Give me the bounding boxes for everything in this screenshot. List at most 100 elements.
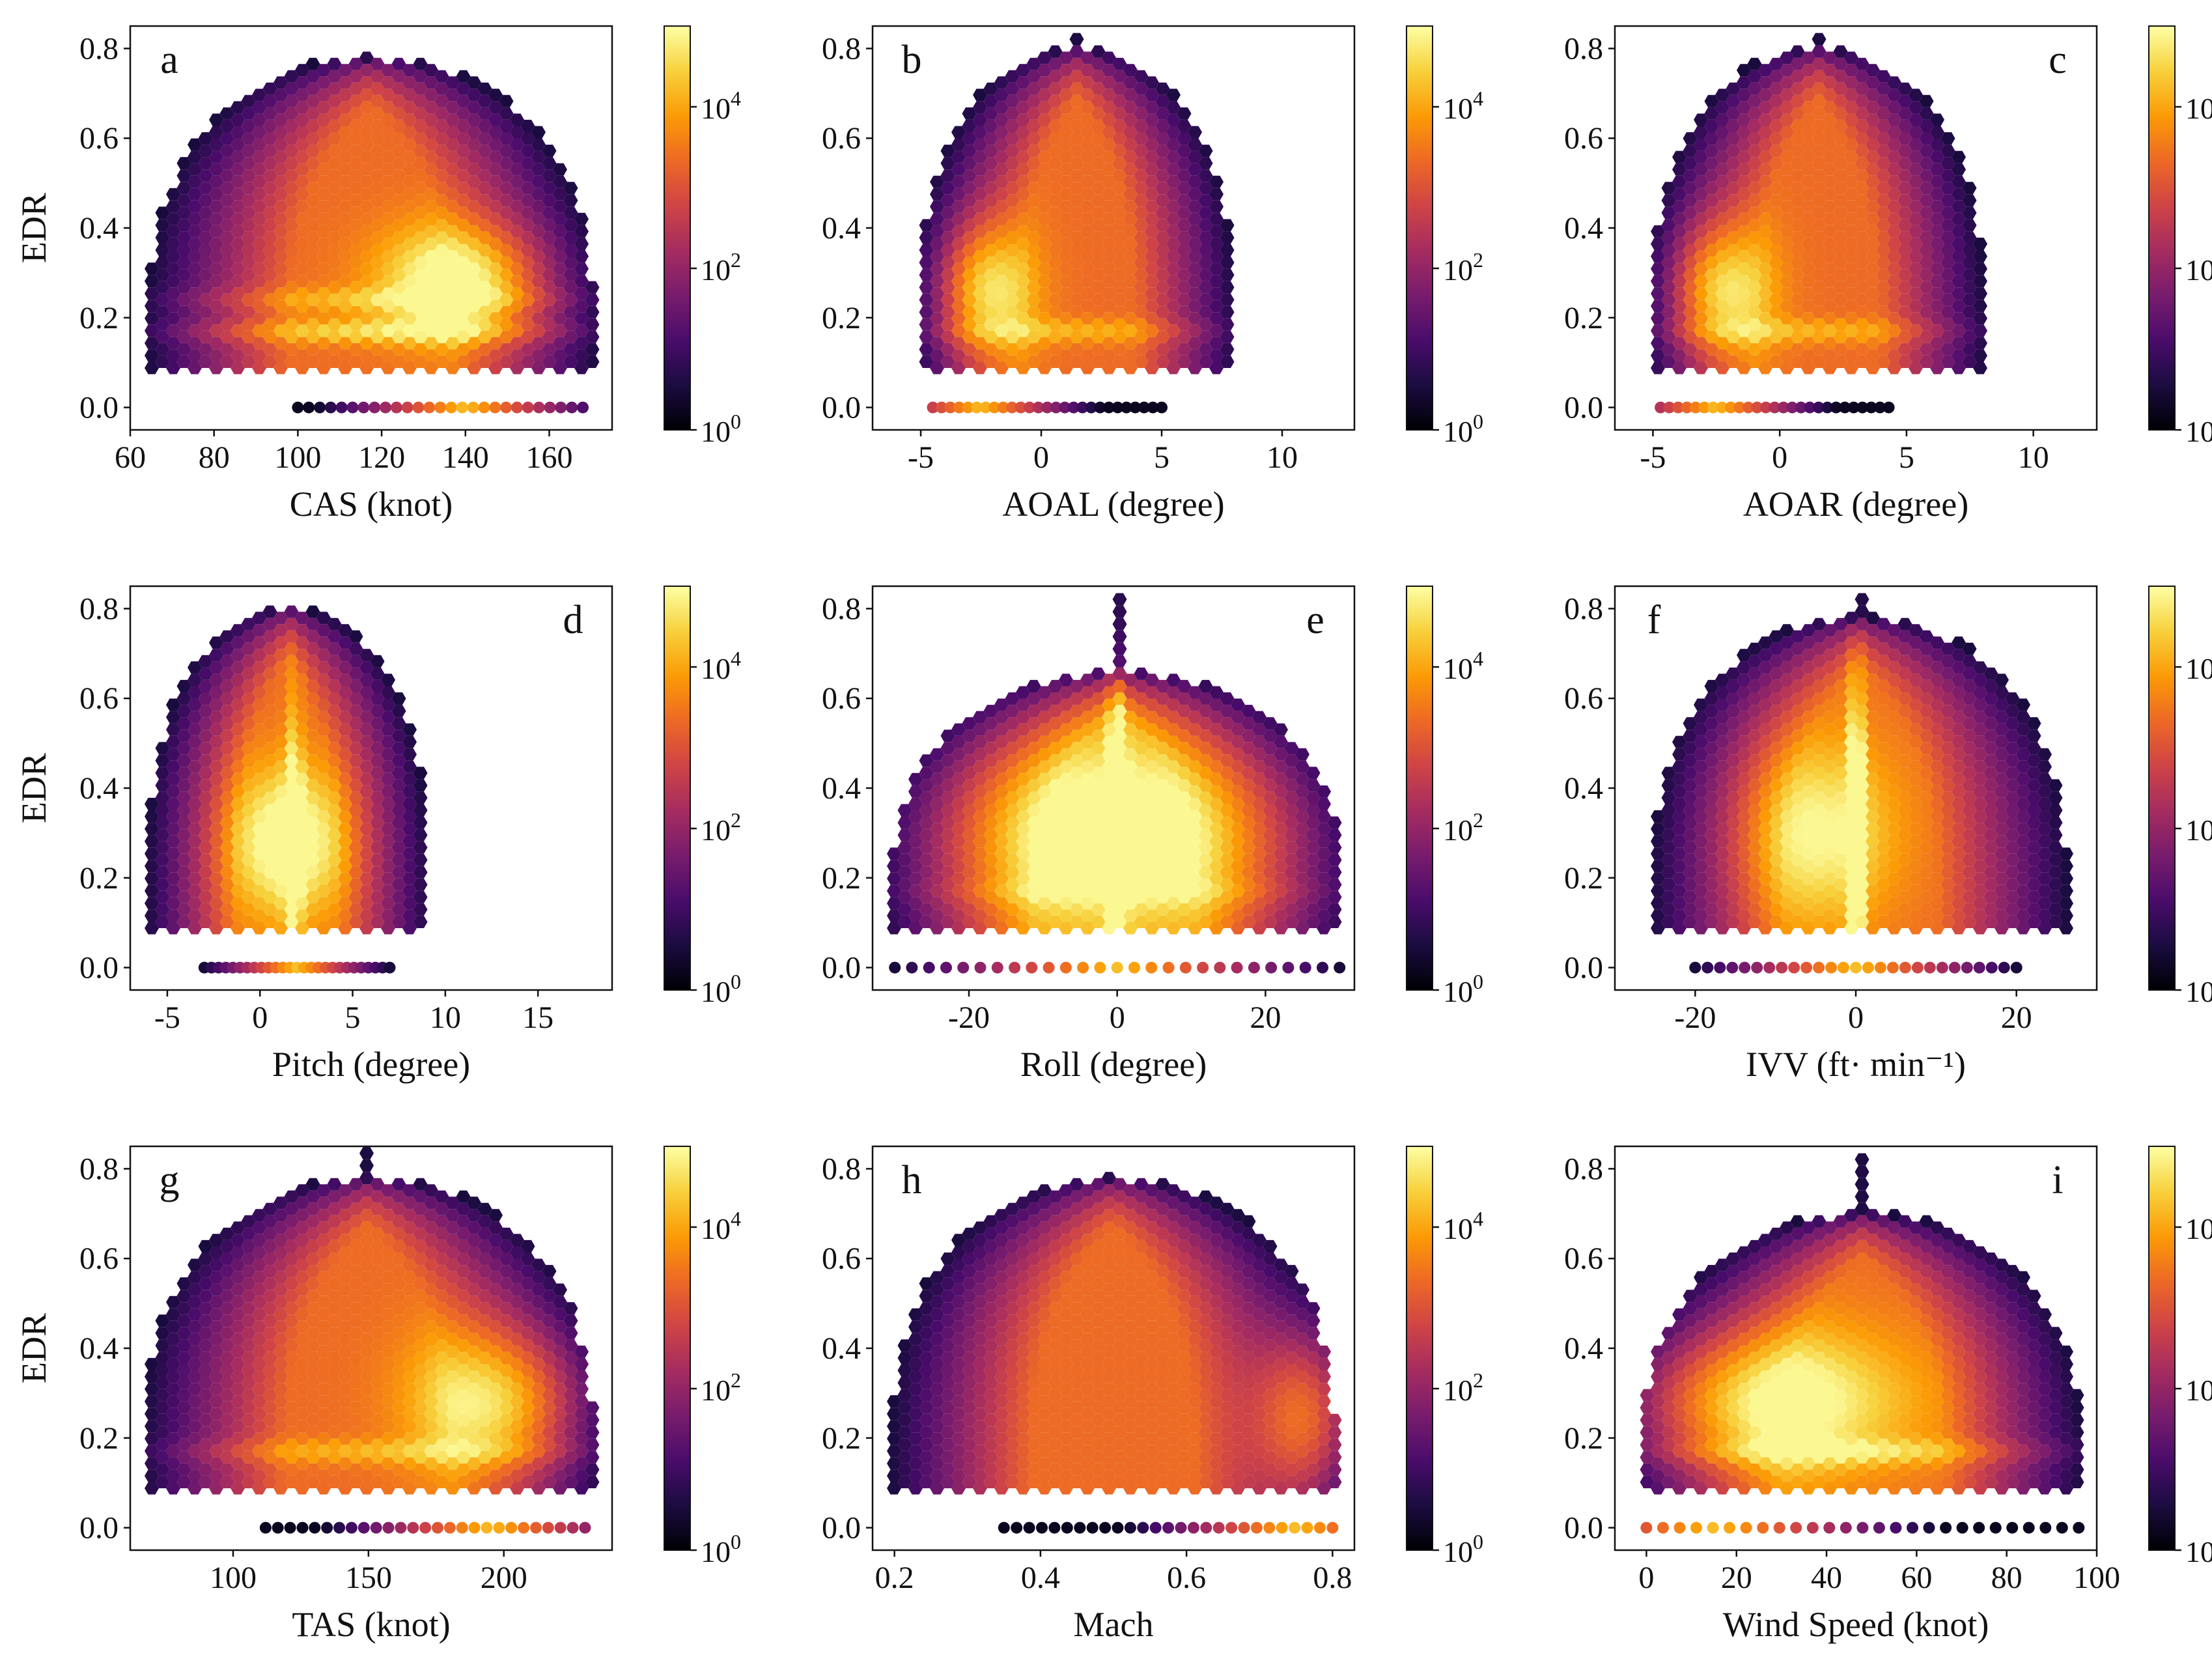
- hex-cell: [1177, 281, 1192, 294]
- hex-cell: [1284, 791, 1299, 804]
- hex-cell: [962, 330, 977, 343]
- hex-cell: [1866, 885, 1880, 898]
- hex-cell: [381, 250, 395, 263]
- hex-cell: [467, 1482, 481, 1495]
- hex-cell: [359, 101, 374, 114]
- hex-cell: [1747, 169, 1762, 182]
- hex-cell: [1983, 692, 1998, 705]
- zero-row-point: [1197, 961, 1209, 974]
- hex-cell: [1876, 742, 1891, 755]
- hex-cell: [1715, 361, 1729, 375]
- hex-cell: [262, 194, 277, 207]
- hex-cell: [1134, 119, 1149, 132]
- hex-cell: [1026, 804, 1041, 817]
- hex-cell: [424, 138, 438, 151]
- hex-cell: [940, 754, 955, 767]
- hex-cell: [1672, 300, 1687, 313]
- hex-cell: [219, 268, 234, 281]
- hex-cell: [1059, 212, 1073, 225]
- hex-cell: [241, 890, 256, 903]
- hex-cell: [1683, 779, 1698, 792]
- hex-cell: [273, 250, 288, 263]
- hex-cell: [1683, 318, 1698, 331]
- hex-cell: [1726, 206, 1741, 219]
- hex-cell: [402, 212, 417, 225]
- hex-cell: [1241, 804, 1256, 817]
- hex-cell: [295, 1432, 309, 1445]
- hex-cell: [1876, 169, 1891, 182]
- hex-cell: [424, 212, 438, 225]
- hex-cell: [1780, 200, 1794, 213]
- hex-cell: [1231, 823, 1245, 836]
- hex-cell: [1715, 275, 1729, 288]
- hex-cell: [1726, 293, 1741, 306]
- hex-cell: [1661, 767, 1676, 780]
- hex-cell: [1855, 82, 1869, 95]
- hex-cell: [1780, 673, 1794, 686]
- hex-cell: [930, 860, 944, 873]
- hex-cell: [231, 237, 245, 250]
- hex-cell: [983, 268, 998, 281]
- hex-cell: [1177, 219, 1192, 232]
- hex-cell: [1145, 810, 1159, 823]
- hex-cell: [520, 318, 535, 331]
- hex-cell: [1220, 330, 1235, 343]
- hex-cell: [252, 138, 266, 151]
- hex-cell: [1909, 101, 1923, 114]
- hex-cell: [155, 231, 170, 244]
- hex-cell: [1177, 754, 1192, 767]
- hex-cell: [510, 337, 524, 350]
- hex-cell: [1833, 107, 1848, 120]
- hex-cell: [1704, 268, 1719, 281]
- hex-cell: [2059, 897, 2073, 910]
- hex-cell: [359, 748, 374, 761]
- hex-cell: [1952, 225, 1966, 238]
- hex-cell: [1801, 823, 1815, 836]
- hex-cell: [1059, 113, 1073, 126]
- hex-cell: [231, 847, 245, 860]
- hex-cell: [166, 810, 180, 823]
- hex-cell: [1855, 717, 1869, 730]
- hex-cell: [1726, 903, 1741, 916]
- hex-cell: [1166, 760, 1181, 773]
- hex-cell: [445, 361, 460, 375]
- hex-cell: [1780, 810, 1794, 823]
- hex-cell: [1855, 915, 1869, 928]
- hex-cell: [983, 853, 998, 866]
- hex-cell: [1091, 231, 1106, 244]
- hex-cell: [1866, 287, 1880, 300]
- hex-cell: [553, 337, 567, 350]
- hex-cell: [1952, 361, 1966, 375]
- hex-cell: [1059, 237, 1073, 250]
- hex-cell: [1758, 698, 1772, 711]
- hex-cell: [1940, 866, 1955, 879]
- hex-cell: [1112, 82, 1127, 95]
- hex-cell: [284, 605, 299, 618]
- hex-cell: [1274, 823, 1288, 836]
- hex-cell: [1715, 101, 1729, 114]
- hex-cell: [1059, 835, 1073, 848]
- hex-cell: [1672, 772, 1687, 785]
- hex-cell: [241, 754, 256, 767]
- hex-cell: [273, 138, 288, 151]
- hex-cell: [348, 70, 363, 83]
- hex-cell: [1940, 182, 1955, 195]
- colorbar-tick-label: 104: [701, 87, 741, 125]
- hex-cell: [1780, 760, 1794, 773]
- hex-cell: [370, 293, 385, 306]
- hex-cell: [1252, 823, 1267, 836]
- zero-row-point: [1865, 401, 1877, 414]
- hex-cell: [424, 64, 438, 77]
- hex-cell: [1769, 268, 1784, 281]
- hex-cell: [553, 1420, 567, 1433]
- hex-cell: [1737, 823, 1751, 836]
- hex-cell: [1897, 231, 1912, 244]
- hex-cell: [1102, 797, 1116, 810]
- hex-cell: [198, 244, 213, 257]
- hex-cell: [1145, 113, 1159, 126]
- hex-cell: [1940, 890, 1955, 903]
- hex-cell: [1672, 748, 1687, 761]
- hex-cell: [1758, 711, 1772, 724]
- hex-cell: [155, 890, 170, 903]
- hex-cell: [973, 872, 987, 885]
